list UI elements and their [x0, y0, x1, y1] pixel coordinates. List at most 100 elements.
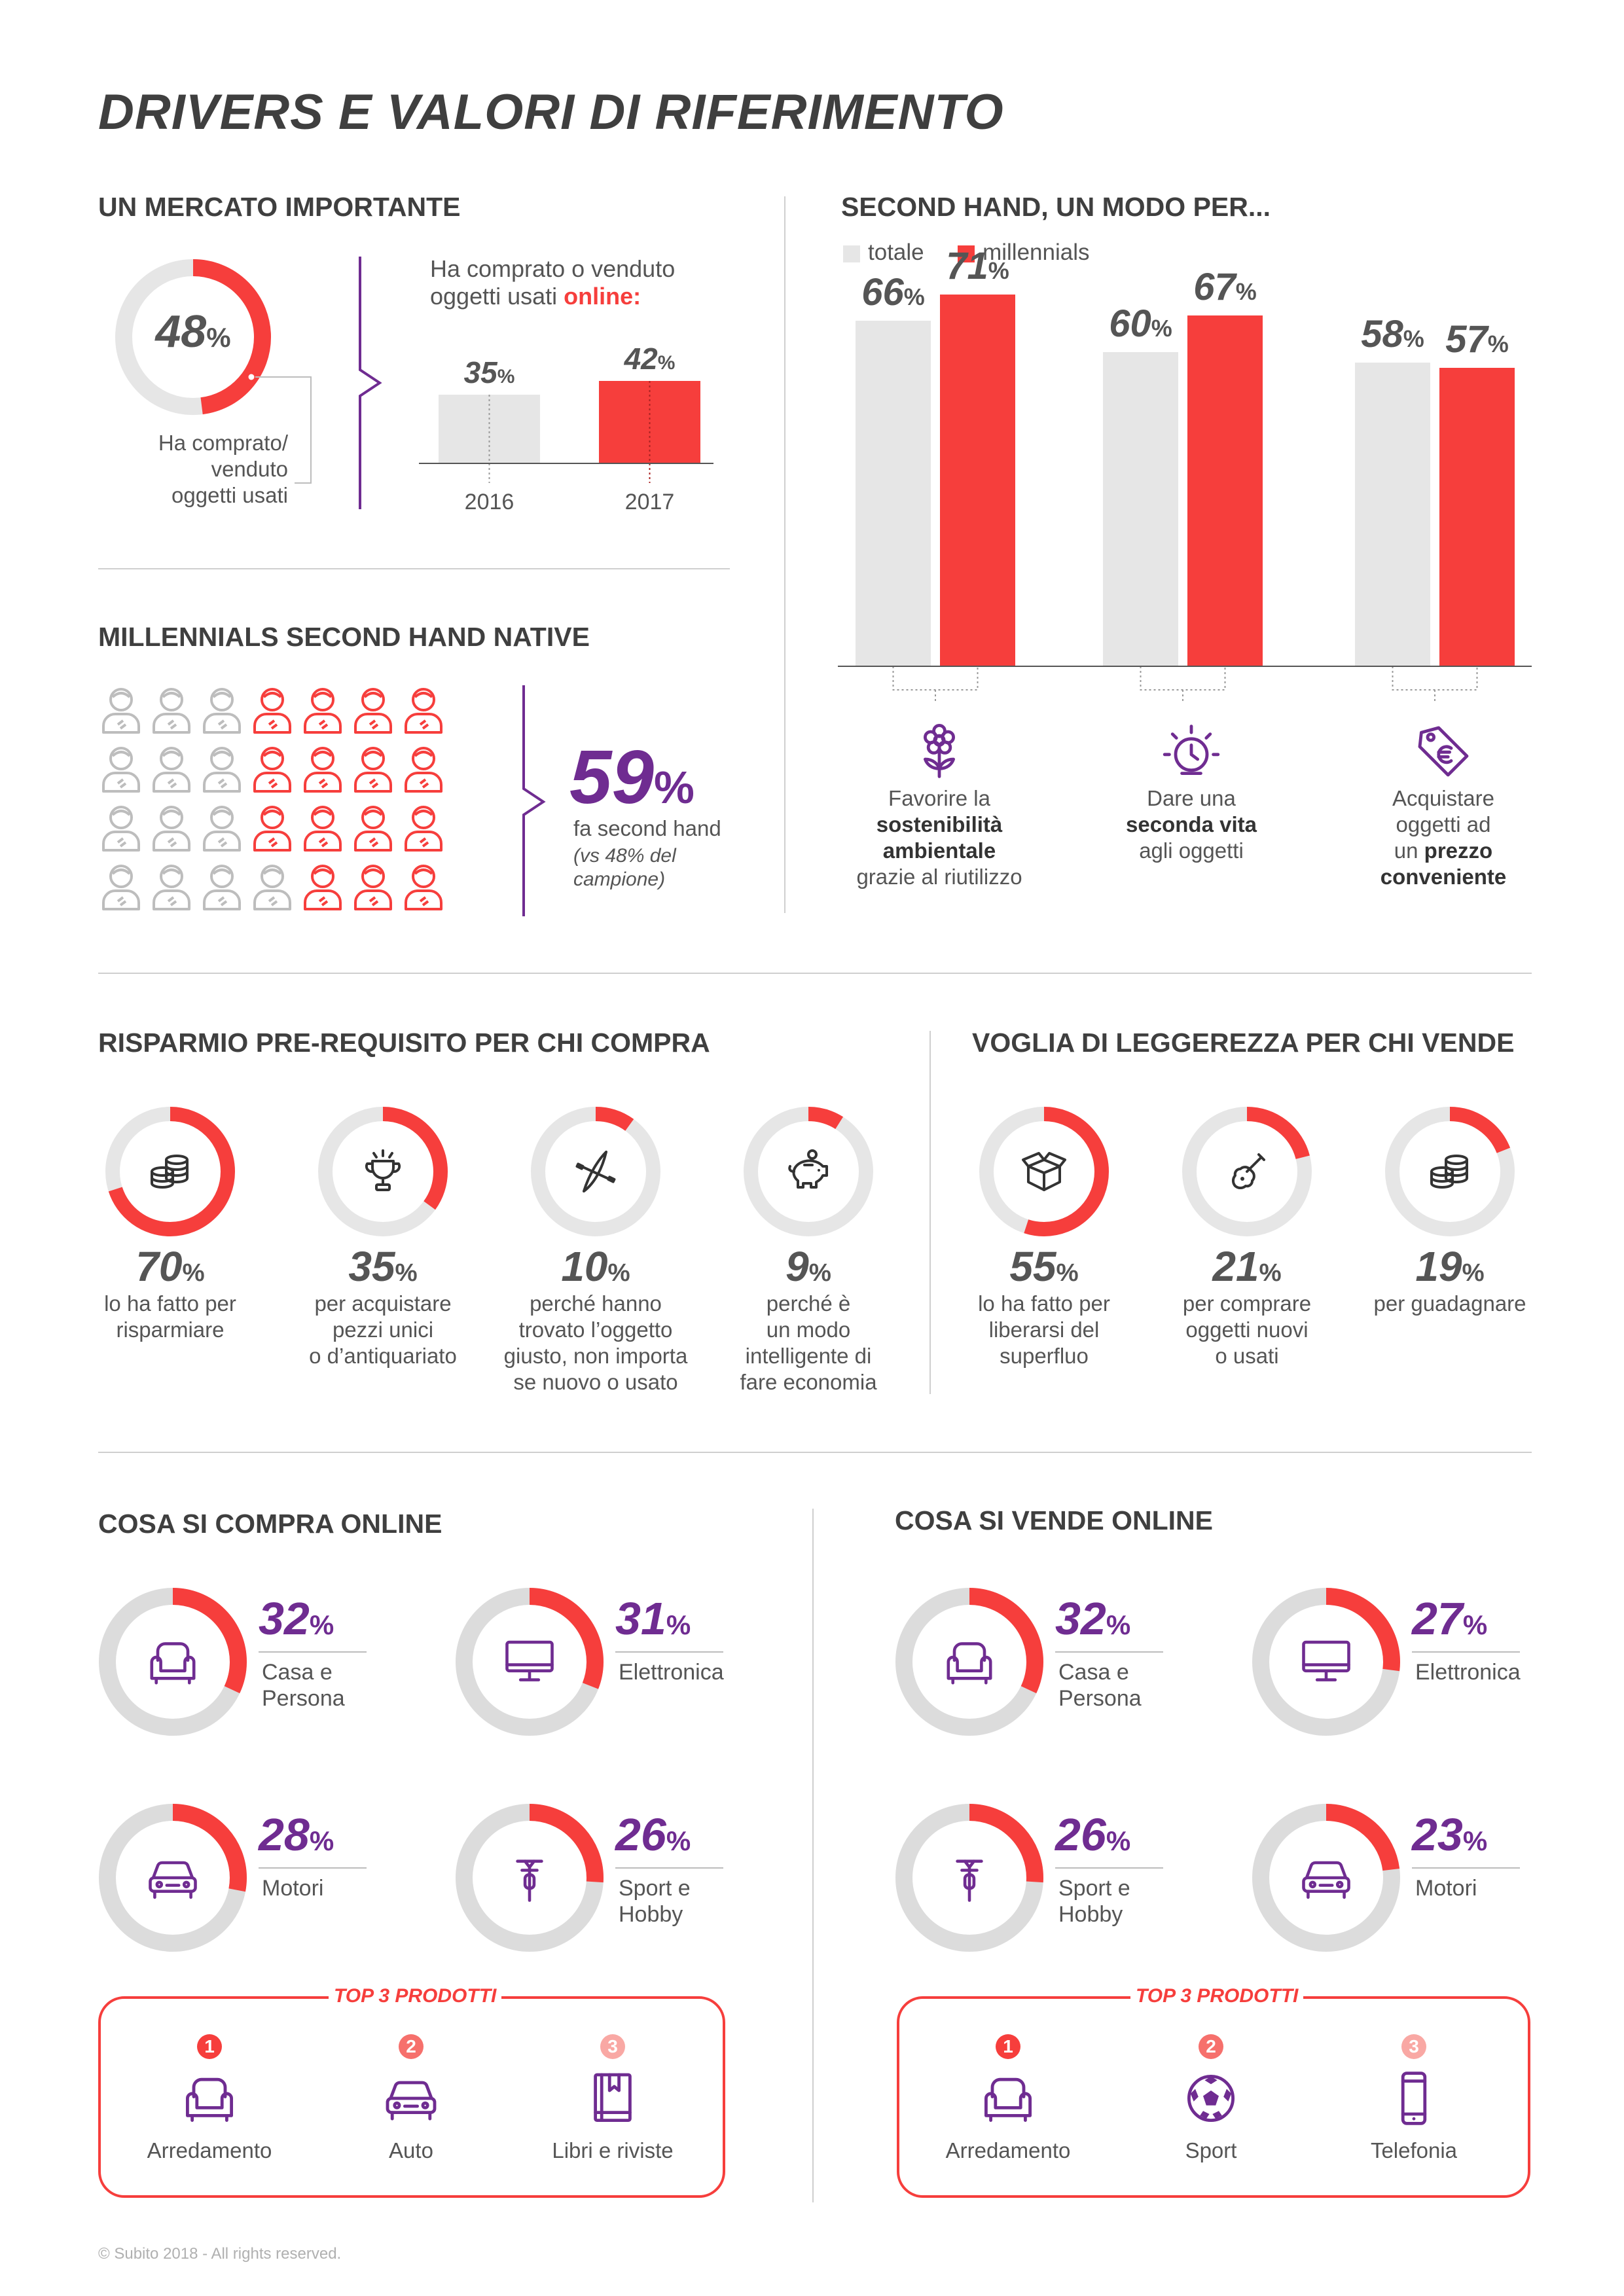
mercato-brace [359, 257, 382, 509]
millennials-brace [522, 685, 546, 916]
person-icon-grey [98, 861, 144, 916]
category-value: 28% [259, 1809, 334, 1860]
box-icon [1022, 1152, 1066, 1191]
rank-badge: 3 [1401, 2034, 1426, 2059]
person-icon-red [249, 802, 295, 857]
divider [812, 1509, 814, 2202]
modo-caption-line: oggetti ad [1396, 812, 1491, 836]
compra-grid: 32% Casa e Persona 31% Elettronica 28% Motori 2… [98, 1587, 753, 1954]
person-icon-grey [98, 802, 144, 857]
category-card: 26% Sport e Hobby [895, 1803, 1196, 1960]
millennials-heading: MILLENNIALS SECOND HAND NATIVE [98, 622, 590, 652]
category-donut [895, 1587, 1044, 1736]
risparmio-heading: RISPARMIO PRE-REQUISITO PER CHI COMPRA [98, 1028, 710, 1058]
online-bar-label: 35% [464, 355, 515, 389]
person-icon-red [249, 743, 295, 798]
person-icon-red [300, 861, 346, 916]
person-icon-red [350, 743, 396, 798]
category-rule [1055, 1867, 1163, 1869]
compra-heading: COSA SI COMPRA ONLINE [98, 1509, 442, 1539]
legend-millennials: millennials [983, 240, 1090, 265]
donut-arc [115, 259, 271, 415]
person-icon-grey [249, 861, 295, 916]
modo-caption: Dare una seconda vita agli oggetti [1067, 720, 1316, 864]
legend-totale: totale [868, 240, 924, 265]
category-icon [1296, 1632, 1356, 1695]
vende-grid: 32% Casa e Persona 27% Elettronica 26% Sport e… [895, 1587, 1549, 1954]
modo-caption-icon [1067, 720, 1316, 785]
category-card: 32% Casa e Persona [98, 1587, 399, 1744]
person-icon-red [300, 743, 346, 798]
top3-label: Telefonia [1370, 2138, 1458, 2162]
stat-value: 21% [1212, 1243, 1282, 1290]
modo-caption-line: un prezzo [1394, 838, 1493, 863]
modo-caption-line: Dare una [1147, 786, 1236, 810]
category-label: Sport e Hobby [619, 1876, 691, 1927]
stat-donut [743, 1106, 874, 1237]
top3-item: 2 Sport [1106, 2034, 1316, 2164]
category-label: Elettronica [619, 1660, 724, 1685]
stat-donut-icon [569, 1145, 622, 1201]
stat-label: lo ha fatto per risparmiare [104, 1291, 236, 1342]
top3-icon [380, 2067, 442, 2130]
trophy-icon [365, 1149, 401, 1191]
stat-donut [530, 1106, 661, 1237]
timer-icon [1163, 725, 1220, 775]
category-rule [259, 1867, 367, 1869]
category-donut [455, 1587, 604, 1736]
modo-bracket [892, 666, 979, 691]
category-rule [615, 1867, 723, 1869]
category-value: 26% [615, 1809, 691, 1860]
category-value: 31% [615, 1593, 691, 1644]
top3-label: Sport [1185, 2138, 1237, 2162]
monitor-icon [505, 1640, 554, 1681]
modo-bar-millennials [940, 295, 1015, 666]
modo-caption: Acquistare oggetti ad un prezzo conveniente [1319, 720, 1568, 890]
coins-icon [151, 1155, 189, 1189]
top3-item: 1 Arredamento [105, 2034, 314, 2164]
category-icon [143, 1848, 203, 1911]
car-icon [386, 2081, 437, 2121]
rank-badge: 2 [399, 2034, 424, 2059]
category-rule [615, 1651, 723, 1653]
modo-caption: Favorire la sostenibilità ambientale grazie… [815, 720, 1064, 890]
flower-icon [924, 724, 955, 778]
person-icon-red [401, 684, 446, 740]
online-bar-label: 42% [624, 342, 676, 376]
person-icon-grey [149, 684, 194, 740]
category-label: Sport e Hobby [1058, 1876, 1130, 1927]
modo-bar-label: 57% [1445, 318, 1509, 361]
millennials-label: fa second hand [573, 816, 721, 840]
modo-bar-totale [1355, 363, 1430, 666]
top3-icon [178, 2067, 241, 2130]
category-card: 23% Motori [1252, 1803, 1553, 1960]
modo-bracket [1392, 666, 1478, 691]
vende-top3: 1 Arredamento 2 Sport 3 Telefonia [897, 1996, 1525, 2193]
modo-legend: totale millennials [843, 240, 1090, 266]
modo-caption-line: grazie al riutilizzo [856, 865, 1022, 889]
person-icon-red [350, 802, 396, 857]
person-icon-grey [98, 743, 144, 798]
top3-item: 2 Auto [306, 2034, 516, 2164]
modo-caption-icon [1319, 720, 1568, 785]
stat-value: 70% [135, 1243, 205, 1290]
compra-top3: 1 Arredamento 2 Auto 3 Libri e riviste [98, 1996, 720, 2193]
top3-icon [977, 2067, 1039, 2130]
stat-donut-icon [357, 1145, 409, 1201]
millennials-value: 59% [569, 734, 695, 819]
euro-tag-icon [1418, 726, 1469, 777]
category-value: 27% [1412, 1593, 1488, 1644]
person-icon-grey [199, 802, 245, 857]
online-label: Ha comprato o venduto oggetti usati onli… [430, 255, 676, 310]
copyright: © Subito 2018 - All rights reserved. [98, 2245, 342, 2263]
top3-item: 1 Arredamento [903, 2034, 1113, 2164]
category-donut [1252, 1803, 1401, 1952]
category-rule [1412, 1867, 1520, 1869]
person-icon-red [350, 861, 396, 916]
stat-value: 55% [1009, 1243, 1079, 1290]
person-icon-grey [199, 743, 245, 798]
category-card: 28% Motori [98, 1803, 399, 1960]
scooter-icon [516, 1859, 543, 1902]
category-label: Casa e Persona [262, 1660, 345, 1711]
stat-value: 35% [348, 1243, 418, 1290]
